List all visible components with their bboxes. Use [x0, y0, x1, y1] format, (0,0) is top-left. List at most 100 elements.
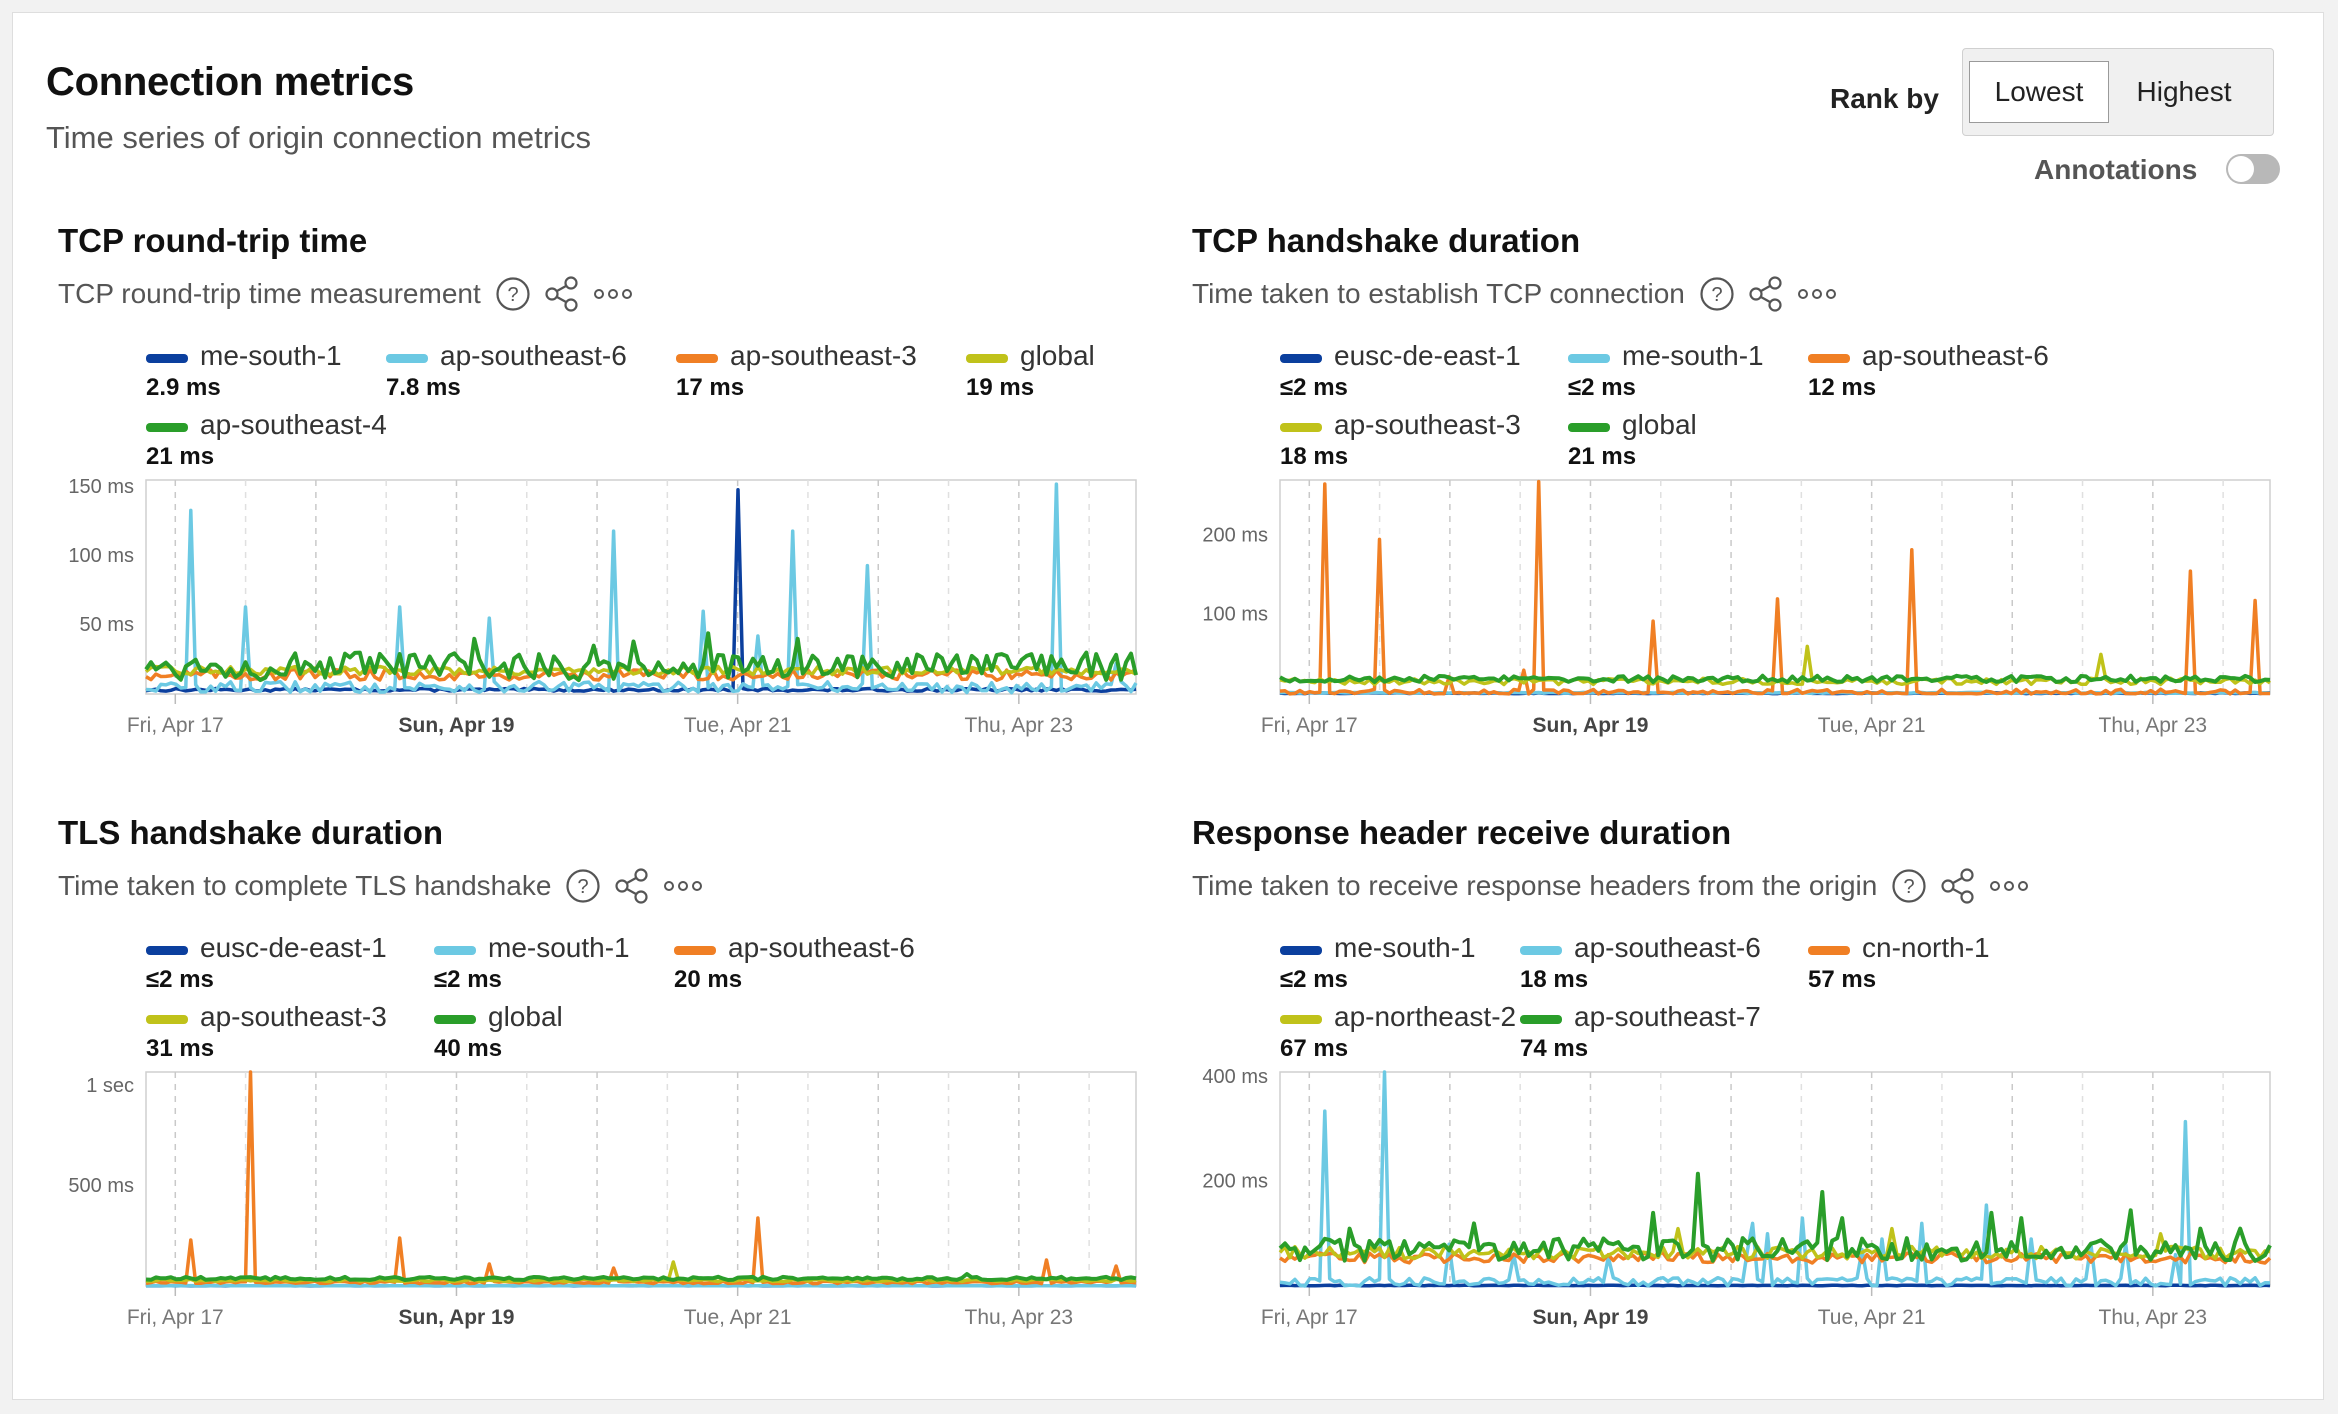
legend-series-name: ap-southeast-4 [200, 409, 387, 440]
panel-subtitle-row: TCP round-trip time measurement? [58, 274, 645, 314]
series-line[interactable] [1279, 1070, 2271, 1288]
legend-series-value: 57 ms [1808, 966, 1877, 993]
legend-series-value: ≤2 ms [1568, 374, 1636, 401]
panel-title: TLS handshake duration [58, 814, 444, 851]
rank-by-segmented-control: Lowest Highest [1962, 48, 2274, 136]
legend-series-value: 74 ms [1520, 1035, 1589, 1062]
legend-swatch [146, 1015, 188, 1024]
panel-title: TCP handshake duration [1192, 222, 1581, 259]
x-tick-label: Sun, Apr 19 [399, 714, 515, 737]
more-horizontal-icon[interactable] [663, 880, 703, 892]
panel-subtitle-row: Time taken to establish TCP connection? [1192, 274, 1849, 314]
legend-series-name: ap-southeast-3 [200, 1001, 387, 1032]
legend-series-name: ap-southeast-3 [730, 340, 917, 371]
help-circle-icon[interactable]: ? [1891, 868, 1927, 904]
legend-swatch [1568, 354, 1610, 363]
line-chart: 200 ms 400 ms Fri, Apr 17 Sun, Apr 19 Tue, A… [1202, 1066, 2272, 1329]
legend-series-name: global [1020, 340, 1095, 371]
legend-series-value: 7.8 ms [386, 374, 461, 401]
legend-series-name: global [1622, 409, 1697, 440]
rank-lowest-button[interactable]: Lowest [1969, 61, 2109, 123]
x-tick-label: Thu, Apr 23 [2099, 714, 2208, 737]
svg-text:?: ? [507, 284, 518, 306]
y-tick-label: 150 ms [68, 476, 134, 498]
x-tick-label: Tue, Apr 21 [684, 714, 792, 737]
more-horizontal-icon[interactable] [593, 288, 633, 300]
line-chart: 500 ms 1 sec Fri, Apr 17 Sun, Apr 19 Tue, Ap… [68, 1070, 1137, 1329]
toggle-knob [2228, 156, 2254, 182]
legend-swatch [676, 354, 718, 363]
legend-swatch [434, 946, 476, 955]
y-tick-label: 100 ms [1202, 604, 1268, 626]
chart-panel: TCP round-trip time TCP round-trip time m… [58, 222, 1178, 812]
legend-swatch [1520, 946, 1562, 955]
legend-series-value: 31 ms [146, 1035, 215, 1062]
legend-series-value: 40 ms [434, 1035, 503, 1062]
panel-subtitle: Time taken to complete TLS handshake [58, 870, 552, 901]
share-icon[interactable] [613, 867, 651, 905]
series-line[interactable] [1279, 1283, 2271, 1288]
svg-text:?: ? [578, 876, 589, 898]
legend-series-name: ap-southeast-3 [1334, 409, 1521, 440]
share-icon[interactable] [543, 275, 581, 313]
legend-swatch [966, 354, 1008, 363]
annotations-toggle[interactable] [2226, 154, 2280, 184]
legend-series-name: me-south-1 [1622, 340, 1764, 371]
help-circle-icon[interactable]: ? [495, 276, 531, 312]
legend-series-name: me-south-1 [200, 340, 342, 371]
series-line[interactable] [145, 667, 1137, 682]
legend-swatch [1280, 354, 1322, 363]
legend-series-value: 12 ms [1808, 374, 1877, 401]
panel-subtitle: TCP round-trip time measurement [58, 278, 481, 309]
legend-swatch [1280, 946, 1322, 955]
share-icon[interactable] [1939, 867, 1977, 905]
legend-swatch [1808, 946, 1850, 955]
legend-series-value: 18 ms [1520, 966, 1589, 993]
x-tick-label: Fri, Apr 17 [1261, 714, 1358, 737]
help-circle-icon[interactable]: ? [1699, 276, 1735, 312]
series-line[interactable] [1279, 673, 2271, 685]
more-horizontal-icon[interactable] [1989, 880, 2029, 892]
legend-series-name: ap-southeast-6 [1862, 340, 2049, 371]
more-horizontal-icon[interactable] [1797, 288, 1837, 300]
x-tick-label: Thu, Apr 23 [965, 714, 1074, 737]
legend-series-name: ap-northeast-2 [1334, 1001, 1517, 1032]
legend-series-value: 21 ms [146, 443, 215, 470]
x-tick-label: Fri, Apr 17 [1261, 1306, 1358, 1329]
svg-text:?: ? [1904, 876, 1915, 898]
share-icon[interactable] [1747, 275, 1785, 313]
legend-series-value: 2.9 ms [146, 374, 221, 401]
page-title: Connection metrics [46, 60, 414, 104]
legend-swatch [386, 354, 428, 363]
legend-series-name: me-south-1 [488, 932, 630, 963]
panel-subtitle: Time taken to establish TCP connection [1192, 278, 1685, 309]
chart-panel: TLS handshake duration Time taken to comp… [58, 814, 1178, 1404]
series-line[interactable] [1278, 1171, 2272, 1263]
y-tick-label: 200 ms [1202, 524, 1268, 546]
legend-swatch [1520, 1015, 1562, 1024]
series-line[interactable] [144, 631, 1138, 683]
legend-swatch [1568, 423, 1610, 432]
help-circle-icon[interactable]: ? [565, 868, 601, 904]
series-line[interactable] [1279, 479, 2270, 696]
series-line[interactable] [145, 482, 1138, 695]
series-line[interactable] [1279, 1250, 2272, 1265]
x-tick-label: Fri, Apr 17 [127, 714, 224, 737]
x-tick-label: Sun, Apr 19 [399, 1306, 515, 1329]
legend-series-value: ≤2 ms [1280, 374, 1348, 401]
x-tick-label: Fri, Apr 17 [127, 1306, 224, 1329]
panel-title: Response header receive duration [1192, 814, 1732, 851]
legend-series-name: me-south-1 [1334, 932, 1476, 963]
y-tick-label: 50 ms [80, 614, 134, 636]
line-chart: 50 ms 100 ms 150 ms Fri, Apr 17 Sun, Apr 19 T… [68, 476, 1138, 737]
y-tick-label: 400 ms [1202, 1066, 1268, 1088]
page-subtitle: Time series of origin connection metrics [46, 120, 591, 155]
series-line[interactable] [145, 1272, 1137, 1282]
legend-swatch [146, 423, 188, 432]
legend-series-name: ap-southeast-6 [1574, 932, 1761, 963]
panel-subtitle-row: Time taken to receive response headers f… [1192, 866, 2041, 906]
rank-highest-button[interactable]: Highest [2136, 76, 2232, 107]
legend-series-name: cn-north-1 [1862, 932, 1990, 963]
legend-series-value: ≤2 ms [1280, 966, 1348, 993]
legend-swatch [146, 946, 188, 955]
